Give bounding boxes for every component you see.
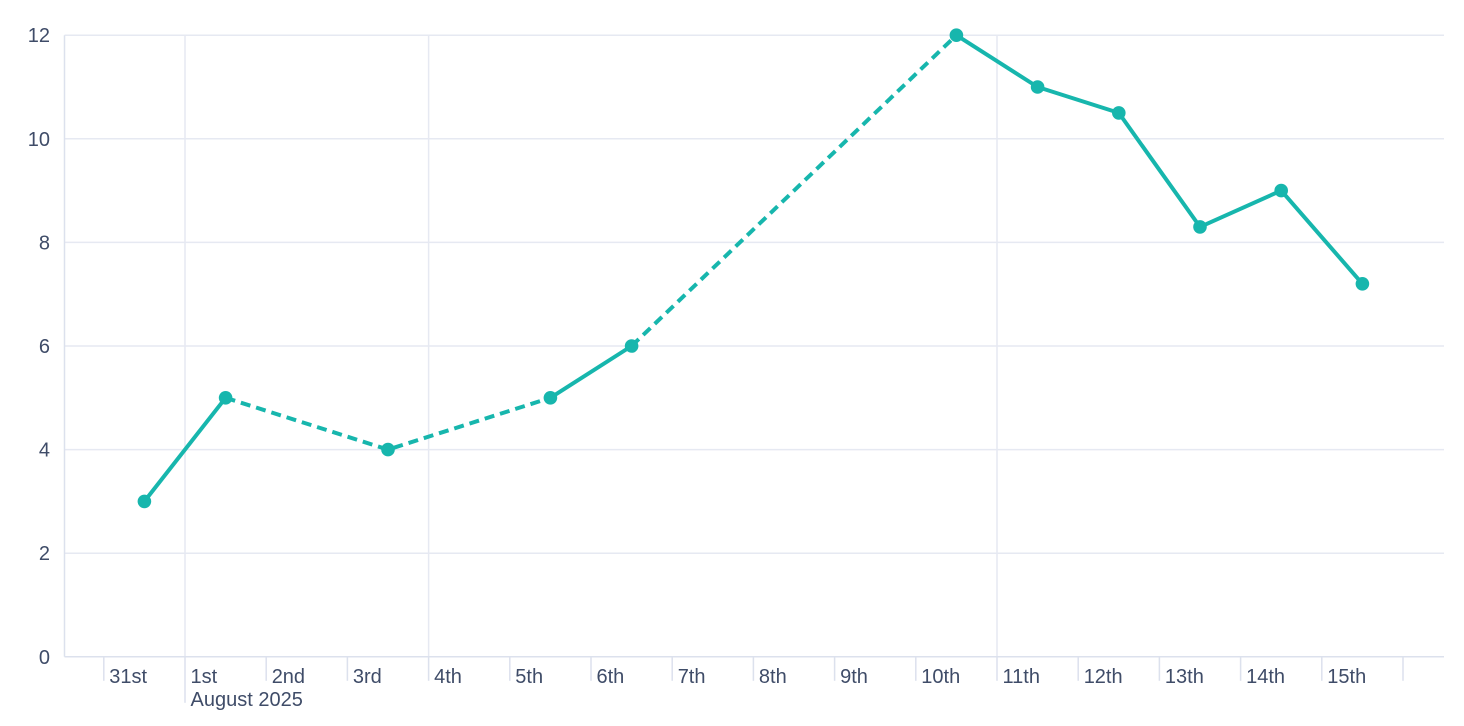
y-axis-labels: 0 2 4 6 8 10 12: [28, 25, 50, 669]
series-segment-solid: [954, 33, 1365, 286]
y-axis-label: 8: [39, 232, 50, 254]
x-axis-label: 3rd: [353, 666, 382, 688]
data-point[interactable]: [624, 339, 639, 353]
series-segment-dashed: [630, 33, 958, 348]
y-axis-label: 12: [28, 25, 50, 47]
x-axis-label: 2nd: [272, 666, 305, 688]
data-point[interactable]: [949, 28, 964, 42]
x-axis-label: 10th: [921, 666, 960, 688]
data-point[interactable]: [1112, 106, 1126, 120]
x-axis-label: 5th: [515, 666, 543, 688]
data-point[interactable]: [1193, 220, 1207, 234]
x-axis-label: 14th: [1246, 666, 1285, 688]
x-axis-ticks: [103, 656, 1404, 703]
series-segment-dashed: [224, 395, 552, 452]
x-axis-label: 7th: [678, 666, 706, 688]
series-line: [142, 33, 1365, 504]
y-axis-label: 4: [39, 440, 50, 462]
y-axis-label: 2: [39, 543, 50, 565]
y-axis-label: 10: [28, 129, 50, 151]
data-point[interactable]: [137, 494, 152, 509]
data-point[interactable]: [1355, 277, 1370, 291]
x-axis-label: 4th: [434, 666, 462, 688]
x-axis-label: 1st: [191, 666, 218, 688]
x-axis-label: 31st: [109, 666, 147, 688]
data-point[interactable]: [1274, 183, 1288, 198]
gridlines: [64, 34, 1444, 657]
x-axis-label: 9th: [840, 666, 868, 688]
x-axis-label: 11th: [1003, 666, 1040, 688]
data-point[interactable]: [381, 442, 395, 457]
data-point[interactable]: [1030, 80, 1045, 94]
data-point[interactable]: [543, 391, 558, 405]
x-axis-label: 8th: [759, 666, 787, 688]
x-axis-labels: 31st 1st 2nd 3rd 4th 5th 6th 7th 8th 9th 10th 11th 1…: [109, 666, 1366, 711]
y-axis-label: 0: [39, 647, 50, 669]
x-axis-label: 13th: [1165, 666, 1204, 688]
x-axis-label: 15th: [1327, 666, 1366, 688]
x-axis-label: 12th: [1084, 666, 1123, 688]
x-axis-label: 6th: [597, 666, 625, 688]
series-markers: [137, 28, 1370, 509]
series-segment-solid: [548, 344, 634, 400]
data-point[interactable]: [218, 391, 233, 405]
y-axis-label: 6: [39, 336, 50, 358]
series-segment-solid: [142, 395, 228, 504]
month-label: August 2025: [191, 689, 303, 711]
